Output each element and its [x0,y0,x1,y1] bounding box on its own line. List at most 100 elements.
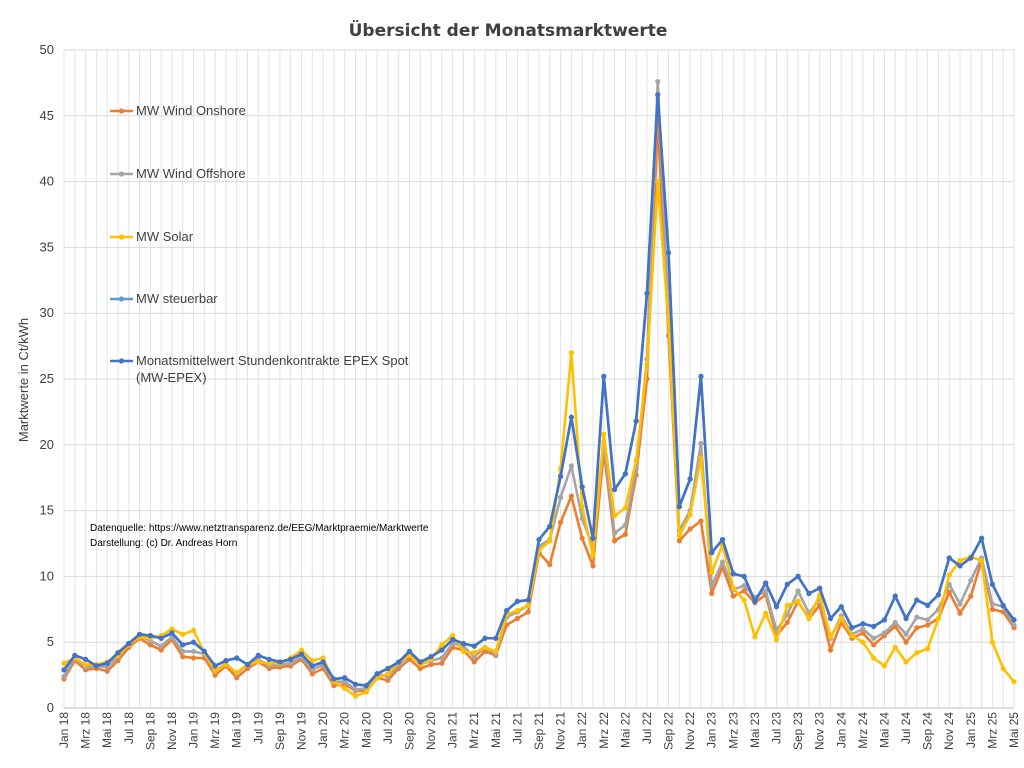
series-point [979,558,985,564]
series-point [136,631,143,637]
series-point [892,644,898,651]
x-tick-label: Mrz 22 [597,712,611,749]
series-point [860,639,866,645]
y-tick-label: 5 [47,634,54,649]
series-point [601,373,607,379]
x-tick-label: Mrz 18 [79,712,93,749]
series-point [309,663,315,669]
legend-entry: MW Wind Offshore [110,166,246,181]
series-point [914,650,920,656]
series-point [288,656,294,662]
legend-marker [118,234,125,240]
x-tick-label: Jan 22 [575,712,589,748]
series-point [309,667,315,673]
series-point [471,643,477,649]
series-point [914,614,920,620]
legend-entry: Monatsmittelwert Stundenkontrakte EPEX S… [110,353,409,385]
series-point [82,656,89,662]
series-point [838,604,844,610]
series-point [946,555,952,561]
series-point [309,658,315,664]
series-point [925,646,931,652]
series-point [914,625,920,631]
series-point [676,538,682,544]
series-point [460,640,467,647]
series-point [568,414,574,420]
series-point [763,588,769,594]
x-tick-label: Mai 21 [489,712,503,748]
author-note: Darstellung: (c) Dr. Andreas Horn [90,538,237,549]
series-point [180,648,186,655]
series-point [601,431,607,437]
y-axis-label: Marktwerte in Ct/kWh [16,318,31,442]
y-tick-label: 10 [40,568,54,583]
series-point [61,667,67,673]
series-point [849,633,855,639]
series-point [255,659,261,665]
x-tick-label: Sep 18 [143,712,157,750]
series-point [288,660,294,666]
series-point [493,648,499,655]
series-point [590,535,596,541]
x-tick-label: Sep 22 [662,712,676,750]
series-point [331,683,337,689]
series-point [234,675,240,681]
legend-label: MW Wind Onshore [136,103,246,118]
series-point [935,592,942,598]
series-point [752,598,758,605]
series-point [104,668,110,674]
series-point [622,505,628,511]
series-point [525,609,531,615]
series-point [730,593,736,599]
series-point [611,538,618,544]
series-point [428,661,434,668]
y-tick-label: 30 [40,305,54,320]
x-tick-label: Sep 23 [791,712,805,750]
legend-label: Monatsmittelwert Stundenkontrakte EPEX S… [136,353,409,368]
series-point [622,471,628,477]
series-point [763,610,769,616]
series-point [493,635,499,641]
series-point [61,673,67,680]
series-point [665,250,672,256]
x-tick-label: Sep 21 [532,712,546,750]
series-point [795,598,801,605]
series-point [482,644,488,651]
y-tick-label: 45 [40,108,54,123]
x-tick-label: Jul 18 [122,712,136,744]
series-point [817,585,823,591]
x-tick-label: Nov 18 [165,712,179,750]
series-point [698,518,704,524]
x-tick-label: Mai 25 [1007,712,1021,748]
legend-marker [118,108,125,114]
series-point [450,636,456,643]
series-point [957,601,963,607]
y-tick-label: 25 [40,371,54,386]
legend-entry: MW steuerbar [110,291,218,306]
series-point [730,585,736,591]
series-point [827,615,834,622]
series-point [363,689,369,695]
series-point [611,486,618,493]
series-point [741,588,747,594]
series-point [428,654,434,660]
series-point [190,655,197,661]
series-point [352,686,359,693]
series-point [1011,617,1017,623]
series-point [957,563,963,569]
series-point [190,627,197,633]
x-tick-label: Sep 20 [402,712,416,750]
source-note: Datenquelle: https://www.netztransparenz… [90,523,429,534]
series-point [827,634,834,640]
series-point [633,457,639,464]
x-tick-label: Mrz 21 [467,712,481,749]
x-tick-label: Nov 21 [554,712,568,750]
series-point [989,639,996,645]
legend-marker [118,296,125,302]
series-point [514,615,521,622]
legend-label: (MW-EPEX) [136,370,207,385]
legend-entry: MW Solar [110,229,194,244]
series-point [968,577,974,583]
series-point [655,78,661,85]
series-point [687,476,693,482]
